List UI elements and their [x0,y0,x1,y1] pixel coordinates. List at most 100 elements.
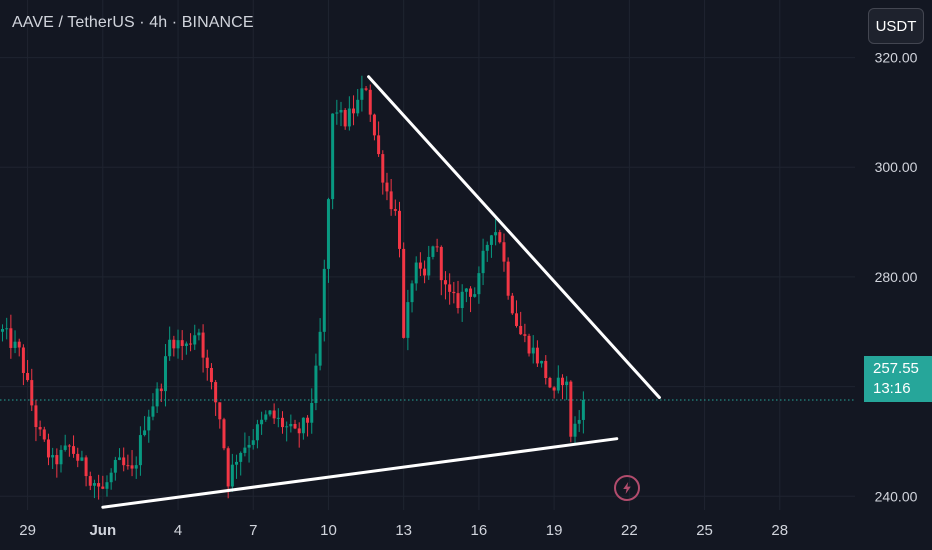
candle-body [322,268,326,332]
candle-body [9,328,13,348]
candle-body [34,405,38,428]
candle-body [439,246,443,281]
candle-body [46,439,50,458]
currency-button[interactable]: USDT [868,8,924,44]
candle-body [205,357,209,368]
candle-body [130,465,134,469]
candle-body [193,335,197,345]
candle-body [113,459,117,473]
candle-body [201,332,205,358]
candle-body [264,414,268,420]
x-tick-label: 10 [320,522,337,539]
candle-body [477,273,481,295]
support-trendline[interactable] [101,437,619,509]
candle-body [293,423,297,429]
candle-body [581,400,585,420]
candle-body [67,445,71,447]
y-tick-label: 280.00 [875,269,918,285]
candle-body [418,262,422,269]
candle-body [552,387,556,391]
candle-body [356,99,360,114]
candle-body [352,108,356,114]
candle-body [314,365,318,403]
candle-body [1,329,5,332]
candle-body [59,449,63,465]
candle-body [443,280,447,285]
candle-body [138,435,142,466]
candle-body [235,461,239,465]
candles [1,75,585,500]
candle-body [159,388,163,392]
candle-body [398,210,402,249]
candle-body [335,112,339,114]
candle-body [389,191,393,210]
x-tick-label: Jun [89,522,116,539]
candle-body [260,419,264,425]
candle-body [410,283,414,303]
candle-body [473,294,477,297]
candle-body [214,382,218,403]
candle-body [435,246,439,248]
candle-body [560,377,564,386]
candle-body [180,340,184,346]
candle-body [134,465,138,469]
y-tick-label: 320.00 [875,50,918,66]
lightning-icon[interactable] [614,475,640,501]
candle-body [297,428,301,434]
candle-body [17,341,21,348]
chart-title: AAVE / TetherUS · 4h · BINANCE [12,14,254,31]
candle-body [92,483,96,486]
candle-body [527,335,531,354]
candle-body [247,444,251,448]
candle-body [510,295,514,314]
candle-body [464,288,468,292]
candle-body [469,288,473,297]
candle-body [569,381,573,437]
candle-body [38,427,42,430]
candle-body [172,339,176,349]
candle-body [226,448,230,487]
candle-body [565,381,569,386]
bar-countdown-label: 13:16 [873,380,911,397]
candle-body [364,88,368,90]
resistance-trendline[interactable] [367,75,661,400]
candle-body [318,331,322,366]
x-tick-label: 16 [471,522,488,539]
axis-labels: 240.00260.00280.00300.00320.0029Jun47101… [19,50,917,539]
x-tick-label: 25 [696,522,713,539]
candle-body [310,402,314,423]
candle-body [105,482,109,489]
candle-body [326,199,330,269]
candle-body [163,356,167,392]
candle-body [548,378,552,388]
candle-body [406,302,410,338]
candle-body [502,242,506,262]
candle-body [88,476,92,486]
x-tick-label: 7 [249,522,257,539]
candle-body [431,246,435,257]
candle-body [494,232,498,236]
candle-body [423,268,427,276]
candle-body [176,340,180,349]
candle-body [21,347,25,373]
candle-body [339,109,343,113]
candle-body [381,154,385,183]
candle-body [485,244,489,251]
x-tick-label: 29 [19,522,36,539]
candle-body [222,419,226,449]
candle-body [427,256,431,276]
candle-body [218,402,222,420]
candle-body [143,430,147,436]
last-price-label: 257.55 [873,360,919,377]
y-tick-label: 300.00 [875,159,918,175]
trendlines [0,75,855,509]
candle-body [272,410,276,419]
candle-body [519,325,523,335]
candle-body [147,416,151,431]
candle-body [531,347,535,354]
candle-body [402,248,406,338]
candle-body [372,114,376,136]
candle-body [251,440,255,445]
chart-grid [0,0,855,510]
